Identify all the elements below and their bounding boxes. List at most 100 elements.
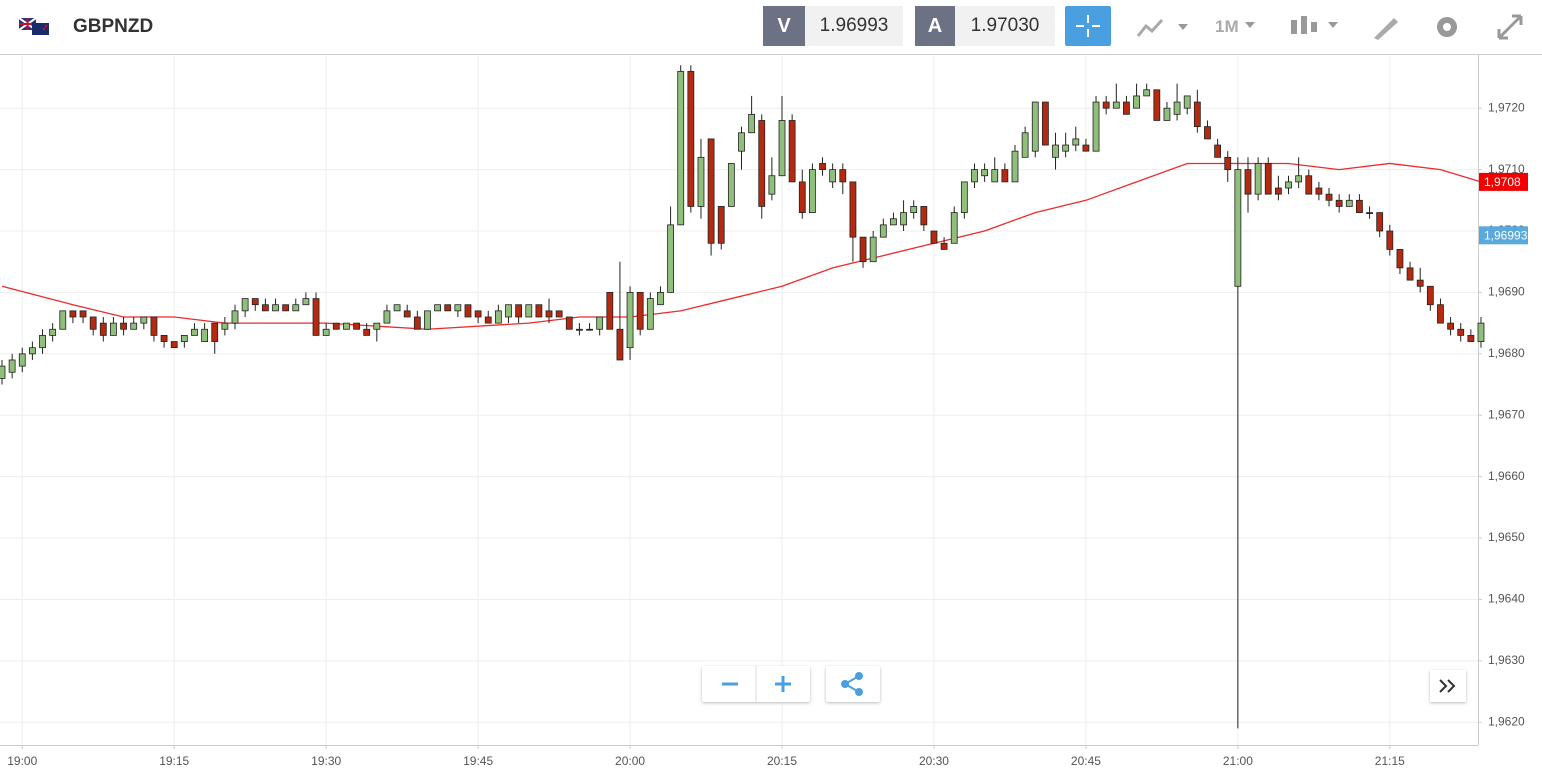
- timeframe-button[interactable]: 1M: [1215, 17, 1239, 36]
- x-tick-label: 19:00: [7, 754, 37, 768]
- candle-body: [302, 298, 310, 306]
- candle-body: [1123, 101, 1130, 115]
- candle-body: [1254, 163, 1262, 195]
- candle-body: [869, 236, 877, 263]
- symbol: GBPNZD: [73, 16, 154, 37]
- zoom-controls: [702, 666, 810, 702]
- candle-body: [322, 328, 330, 336]
- candle-body: [596, 316, 604, 330]
- candle-body: [626, 292, 634, 349]
- y-tick-label: 1,9680: [1488, 346, 1525, 360]
- candle-body: [251, 298, 259, 306]
- y-tick-label: 1,9650: [1488, 530, 1525, 544]
- scroll-end-button[interactable]: [1430, 670, 1466, 702]
- candle-body: [261, 304, 269, 312]
- candle-body: [1173, 101, 1181, 115]
- candle-body: [312, 298, 320, 336]
- candle-body: [1447, 322, 1454, 330]
- fullscreen-button[interactable]: [1495, 12, 1525, 42]
- toolbar: GBPNZD V 1.96993 A 1.97030 1M: [0, 0, 1542, 55]
- candle-body: [950, 212, 958, 244]
- candle-body: [474, 310, 482, 318]
- candle-body: [79, 310, 87, 318]
- chart-type-button[interactable]: [1130, 12, 1195, 42]
- candle-body: [930, 230, 938, 244]
- candle-body: [697, 156, 705, 207]
- candle-body: [1376, 212, 1384, 232]
- candle-body: [1477, 322, 1485, 342]
- share-button[interactable]: [826, 666, 880, 702]
- candle-body: [1305, 175, 1313, 195]
- candle-body: [555, 310, 563, 318]
- candle-body: [454, 304, 462, 312]
- candle-body: [1021, 132, 1029, 158]
- candle-body: [1335, 199, 1343, 207]
- candle-body: [1406, 267, 1414, 281]
- candle-body: [505, 304, 512, 318]
- y-tick-label: 1,9720: [1488, 100, 1525, 114]
- y-tick-label: 1,9620: [1488, 714, 1525, 728]
- candle-body: [343, 322, 350, 330]
- candle-body: [839, 169, 847, 183]
- candle-body: [606, 292, 614, 330]
- candle-body: [1234, 169, 1242, 287]
- crosshair-button[interactable]: [1065, 6, 1111, 46]
- candle-body: [1153, 89, 1161, 121]
- buy-button[interactable]: A: [915, 6, 955, 46]
- candle-body: [49, 328, 57, 336]
- candle-body: [910, 206, 918, 213]
- settings-button[interactable]: [1432, 12, 1462, 42]
- x-tick-label: 20:30: [919, 754, 949, 768]
- y-tick-label: 1,9690: [1488, 285, 1525, 299]
- candle-body: [211, 322, 219, 342]
- candle-body: [1396, 249, 1404, 269]
- candle-body: [819, 163, 826, 171]
- candle-body: [444, 304, 452, 312]
- candle-body: [464, 304, 472, 318]
- candle-body: [920, 206, 928, 226]
- candle-body: [758, 120, 766, 207]
- candle-body: [201, 328, 209, 342]
- x-tick-label: 20:00: [615, 754, 645, 768]
- candle-body: [667, 224, 674, 293]
- x-tick-label: 21:00: [1223, 754, 1253, 768]
- candle-body: [1214, 144, 1221, 158]
- candle-body: [160, 335, 168, 342]
- candle-body: [1052, 144, 1059, 158]
- candle-body: [1041, 101, 1049, 146]
- candle-body: [1295, 175, 1303, 183]
- candle-body: [738, 132, 745, 152]
- candle-body: [1345, 199, 1353, 207]
- candle-body: [383, 310, 391, 324]
- candle-body: [890, 218, 897, 226]
- candle-button[interactable]: [1286, 12, 1346, 42]
- candle-body: [1244, 169, 1252, 195]
- candle-body: [1285, 181, 1292, 189]
- draw-button[interactable]: [1370, 12, 1400, 42]
- candle-body: [1193, 101, 1201, 128]
- candle-body: [231, 310, 239, 324]
- y-tick-label: 1,9710: [1488, 162, 1525, 176]
- candle-body: [1457, 328, 1465, 336]
- candle-body: [768, 175, 776, 195]
- candle-body: [900, 212, 907, 226]
- candle-body: [545, 310, 553, 318]
- candle-body: [981, 169, 989, 177]
- candle-body: [940, 242, 948, 250]
- candle-body: [1183, 95, 1191, 109]
- candle-body: [1133, 95, 1140, 109]
- candle-body: [1163, 107, 1171, 121]
- x-tick-label: 20:45: [1071, 754, 1101, 768]
- candle-body: [39, 335, 46, 349]
- candle-body: [140, 316, 148, 324]
- candle-body: [788, 120, 796, 183]
- candle-body: [69, 310, 77, 318]
- candle-body: [282, 304, 290, 312]
- candle-body: [494, 310, 502, 324]
- candle-body: [18, 353, 26, 367]
- price-tag: [1479, 226, 1528, 245]
- sell-button[interactable]: V: [763, 6, 805, 46]
- candle-body: [1092, 101, 1100, 152]
